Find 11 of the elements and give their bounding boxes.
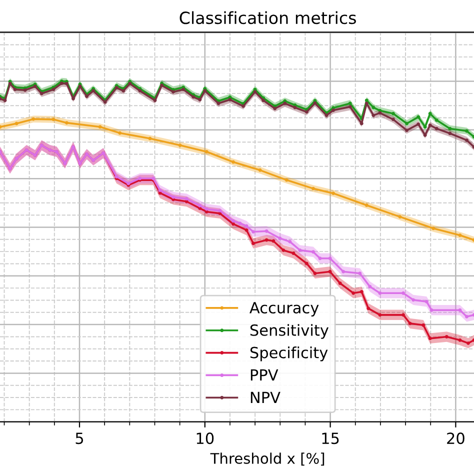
legend-label: Sensitivity [250, 324, 329, 339]
legend-label: Specificity [250, 346, 328, 362]
x-tick-label: 15 [322, 432, 339, 444]
x-tick-label: 10 [196, 432, 214, 444]
legend-label: NPV [250, 392, 280, 403]
x-tick-label: 5 [76, 432, 84, 444]
x-axis-title: Threshold x [%] [210, 452, 324, 466]
legend-label: Accuracy [250, 302, 319, 316]
legend-label: PPV [250, 369, 278, 381]
x-tick-label: 20 [447, 432, 464, 444]
chart-title: Classification metrics [180, 11, 356, 24]
